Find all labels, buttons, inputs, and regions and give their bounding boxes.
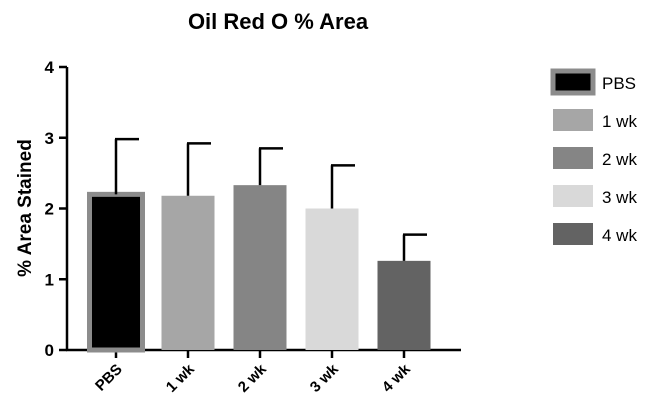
- legend-label: 3 wk: [602, 188, 637, 207]
- x-tick-label: 4 wk: [379, 360, 414, 395]
- y-axis-label: % Area Stained: [15, 139, 36, 277]
- legend-swatch: [553, 223, 593, 245]
- y-axis: 0 1 2 3 4: [45, 58, 69, 360]
- x-ticks: PBS 1 wk 2 wk 3 wk 4 wk: [92, 350, 414, 396]
- y-ticks: 0 1 2 3 4: [45, 58, 67, 360]
- x-tick-label: 1 wk: [163, 360, 198, 395]
- legend-label: 1 wk: [602, 112, 637, 131]
- x-tick-label: 3 wk: [307, 360, 342, 395]
- legend-label: PBS: [602, 74, 636, 93]
- legend-swatch: [550, 68, 596, 96]
- y-tick-label: 4: [45, 58, 55, 77]
- x-axis: PBS 1 wk 2 wk 3 wk 4 wk: [66, 348, 461, 396]
- legend: PBS 1 wk 2 wk 3 wk 4 wk: [550, 68, 637, 245]
- y-tick-label: 2: [45, 200, 54, 219]
- bars: [87, 185, 431, 353]
- legend-swatch: [553, 109, 593, 131]
- legend-swatch: [553, 147, 593, 169]
- legend-label: 4 wk: [602, 226, 637, 245]
- bar-pbs: [87, 191, 145, 353]
- y-tick-label: 1: [45, 270, 54, 289]
- error-bars: [114, 137, 427, 261]
- bar-1-wk: [161, 195, 215, 350]
- bar-3-wk: [305, 208, 359, 350]
- bar-4-wk: [377, 260, 431, 350]
- legend-swatch: [553, 185, 593, 207]
- chart-title: Oil Red O % Area: [188, 9, 369, 34]
- bar-2-wk: [233, 185, 287, 350]
- x-tick-label: 2 wk: [235, 360, 270, 395]
- y-tick-label: 0: [45, 341, 54, 360]
- y-tick-label: 3: [45, 129, 54, 148]
- legend-label: 2 wk: [602, 150, 637, 169]
- x-tick-label: PBS: [92, 361, 126, 395]
